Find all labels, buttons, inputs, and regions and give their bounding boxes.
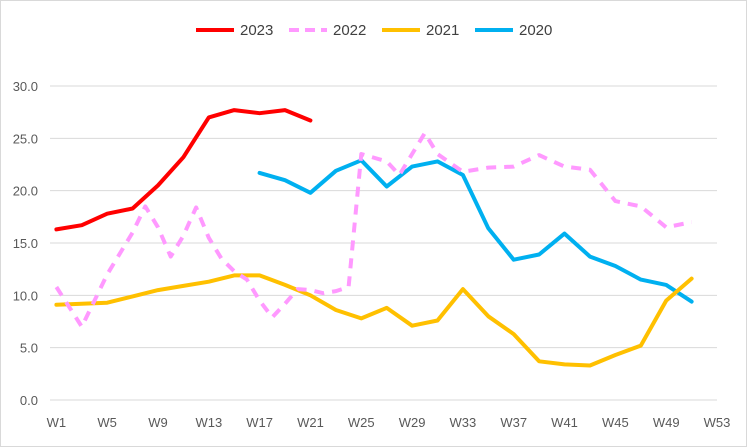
x-tick-label: W1 (47, 415, 67, 430)
series-lines (54, 108, 694, 368)
series-line-2023 (54, 108, 313, 232)
x-tick-label: W5 (97, 415, 117, 430)
x-tick-label: W29 (399, 415, 426, 430)
series-line-2022 (54, 131, 693, 329)
series-line-2020 (257, 158, 694, 304)
x-tick-label: W21 (297, 415, 324, 430)
y-tick-label: 30.0 (13, 79, 38, 94)
y-tick-label: 0.0 (20, 393, 38, 408)
x-tick-label: W45 (602, 415, 629, 430)
x-tick-label: W25 (348, 415, 375, 430)
legend-label-2023: 2023 (240, 22, 273, 39)
x-tick-label: W33 (450, 415, 477, 430)
legend: 2023 2022 2021 2020 (196, 22, 552, 39)
gridlines (50, 85, 717, 401)
x-tick-label: W37 (500, 415, 527, 430)
legend-label-2020: 2020 (519, 22, 552, 39)
y-tick-label: 5.0 (20, 341, 38, 356)
legend-label-2022: 2022 (333, 22, 366, 39)
y-tick-label: 15.0 (13, 236, 38, 251)
y-tick-label: 20.0 (13, 184, 38, 199)
x-tick-label: W17 (246, 415, 273, 430)
y-tick-label: 25.0 (13, 131, 38, 146)
x-tick-label: W9 (148, 415, 168, 430)
x-tick-label: W53 (704, 415, 731, 430)
legend-label-2021: 2021 (426, 22, 459, 39)
y-tick-label: 10.0 (13, 288, 38, 303)
y-axis-tick-labels: 0.0 5.0 10.0 15.0 20.0 25.0 30.0 (13, 79, 38, 408)
x-axis-tick-labels: W1 W5 W9 W13 W17 W21 W25 W29 W33 W37 W41 W45 W49 W53 (47, 415, 731, 430)
x-tick-label: W13 (195, 415, 222, 430)
x-tick-label: W49 (653, 415, 680, 430)
series-line-2021 (54, 273, 694, 368)
x-tick-label: W41 (551, 415, 578, 430)
